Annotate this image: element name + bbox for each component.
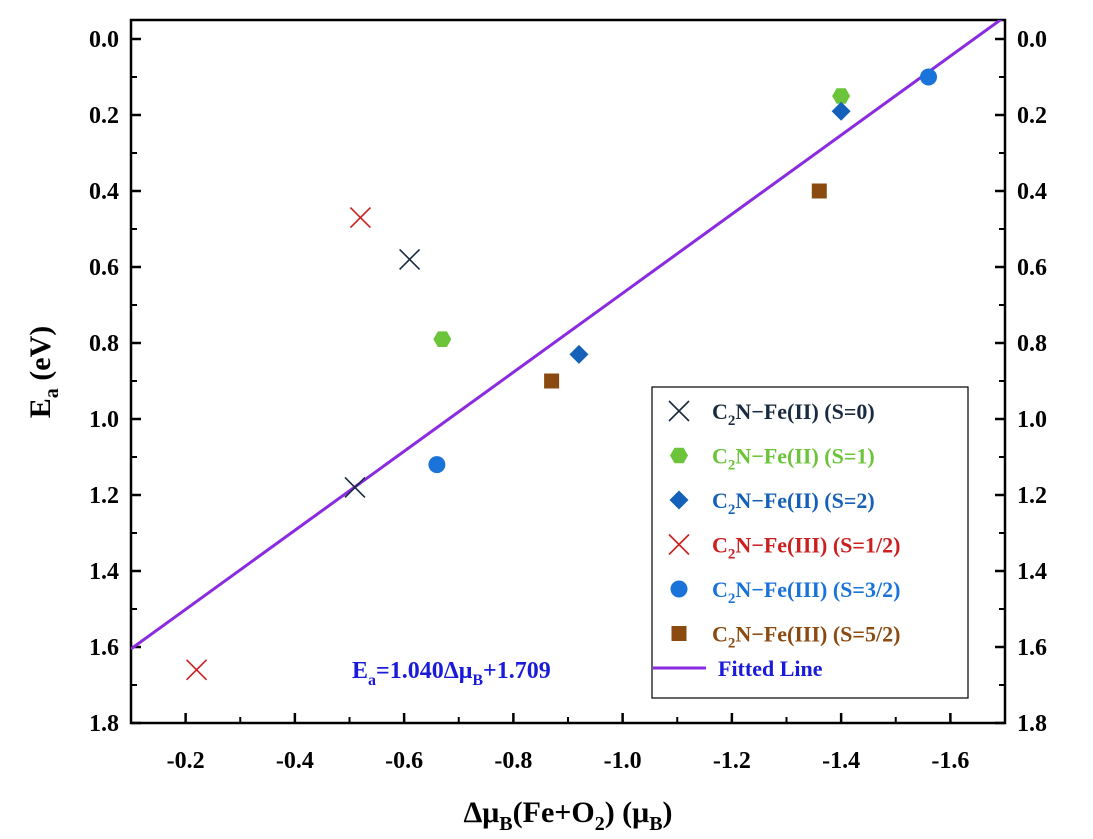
y-tick-label-left: 0.4 [89,179,119,205]
legend-marker-2 [670,447,688,464]
y-tick-label-right: 1.2 [1017,483,1047,509]
fit-equation-annotation: Ea=1.040ΔμB+1.709 [352,658,551,689]
y-tick-label-left: 0.8 [89,331,119,357]
data-point-series-5 [920,68,938,86]
y-tick-label-left: 0.0 [89,27,119,53]
data-point-series-4 [185,659,208,681]
legend-box [651,386,969,699]
y-tick-label-right: 1.6 [1017,635,1047,661]
data-point-series-6 [544,373,560,389]
data-point-series-1 [399,248,421,270]
data-point-series-4 [349,207,371,229]
data-point-series-6 [811,183,827,199]
data-point-series-1 [344,476,366,498]
x-axis: -0.2 -0.4 -0.6 -0.8 -1.0 -1.2 -1.4 -1.6 [167,713,969,774]
y-tick-label-left: 1.2 [89,483,119,509]
y-tick-label-right: 0.2 [1017,103,1047,129]
x-tick-label: -1.6 [931,748,969,774]
legend-label-6: C2N−Fe(III) (S=5/2) [712,622,900,652]
x-axis-title: ΔμB(Fe+O2) (μB) [463,796,672,835]
data-markers [185,68,938,681]
legend: C2N−Fe(II) (S=0) C2N−Fe(II) (S=1) C2N−Fe(I… [651,386,969,699]
data-point-series-2 [832,88,851,104]
y-tick-label-left: 0.6 [89,255,119,281]
y-tick-label-right: 0.0 [1017,27,1047,53]
y-tick-label-right: 1.8 [1017,711,1047,737]
legend-label-2: C2N−Fe(II) (S=1) [712,444,875,474]
fitted-line [131,20,1003,651]
legend-marker-4 [668,533,690,556]
x-tick-label: -0.6 [385,748,423,774]
legend-marker-3 [669,490,689,510]
y-tick-label-left: 1.8 [89,711,119,737]
data-point-series-2 [433,331,452,347]
legend-marker-5 [670,580,688,598]
x-tick-label: -0.4 [276,748,314,774]
x-tick-label: -0.8 [494,748,532,774]
data-point-series-3 [831,101,851,121]
legend-marker-6 [671,626,687,641]
y-tick-label-right: 0.8 [1017,331,1047,357]
legend-label-4: C2N−Fe(III) (S=1/2) [712,533,900,563]
legend-marker-1 [668,400,690,422]
data-point-series-5 [428,456,446,474]
y-tick-label-left: 1.6 [89,635,119,661]
y-tick-label-right: 0.4 [1017,179,1047,205]
right-y-axis: 0.0 0.2 0.4 0.6 0.8 1.0 1.2 1.4 1.6 1.8 [995,27,1047,737]
legend-label-5: C2N−Fe(III) (S=3/2) [712,577,900,607]
y-tick-label-left: 1.0 [89,407,119,433]
y-tick-label-right: 1.0 [1017,407,1047,433]
x-tick-label: -1.4 [822,748,860,774]
x-tick-label: -1.0 [604,748,642,774]
y-tick-label-right: 1.4 [1017,559,1047,585]
legend-label-1: C2N−Fe(II) (S=0) [712,399,875,429]
y-tick-label-right: 0.6 [1017,255,1047,281]
legend-label-3: C2N−Fe(II) (S=2) [712,488,875,518]
y-axis-title: Ea (eV) [24,326,63,418]
data-point-series-3 [569,344,589,364]
x-tick-label: -1.2 [713,748,751,774]
x-tick-label: -0.2 [167,748,205,774]
y-tick-label-left: 1.4 [89,559,119,585]
left-y-axis: 0.0 0.2 0.4 0.6 0.8 1.0 1.2 1.4 1.6 1.8 [89,27,141,737]
legend-label-fitted-line: Fitted Line [718,656,823,681]
y-tick-label-left: 0.2 [89,103,119,129]
